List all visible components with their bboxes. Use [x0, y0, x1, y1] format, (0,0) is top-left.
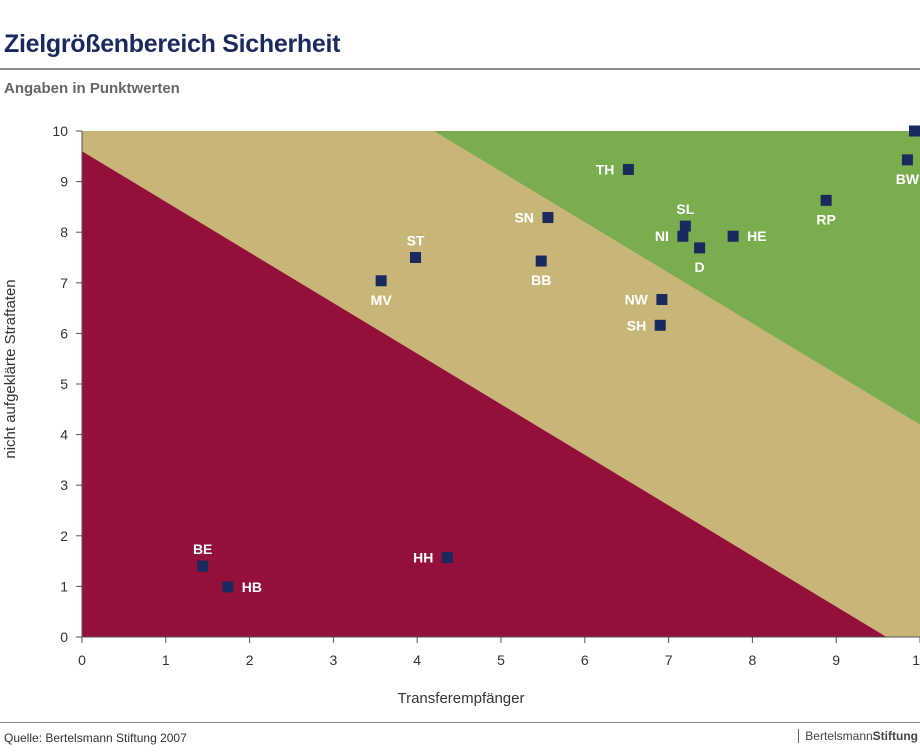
point-label-nw: NW	[625, 291, 649, 307]
x-axis-title: Transferempfänger	[397, 690, 524, 707]
point-label-ni: NI	[655, 228, 669, 244]
x-tick-label: 0	[78, 652, 86, 668]
point-marker-bw	[901, 154, 913, 166]
point-label-bw: BW	[896, 171, 920, 187]
point-marker-sn	[542, 212, 554, 224]
point-label-st: ST	[407, 233, 425, 249]
axis-titles-layer: Transferempfänger nicht aufgeklärte Straf…	[2, 279, 525, 707]
zone-green	[433, 131, 920, 425]
point-marker-rp	[820, 194, 832, 206]
point-label-bb: BB	[531, 272, 551, 288]
point-marker-sl	[679, 220, 691, 232]
point-label-sh: SH	[627, 317, 646, 333]
chart-subtitle: Angaben in Punktwerten	[4, 80, 180, 97]
y-tick-label: 3	[60, 477, 68, 493]
x-tick-label: 9	[832, 652, 840, 668]
axes-layer: 0 1 2 3 4 5 6 7 8 9 10 0 1 2 3 4 5 6 7 8 9 10	[52, 123, 920, 668]
point-marker-sh	[654, 319, 666, 331]
footer-divider	[0, 722, 920, 723]
point-marker-mv	[375, 275, 387, 287]
point-marker-he	[727, 230, 739, 242]
y-tick-label: 7	[60, 275, 68, 291]
source-note: Quelle: Bertelsmann Stiftung 2007	[4, 731, 187, 745]
x-tick-label: 5	[497, 652, 505, 668]
point-label-sn: SN	[514, 210, 533, 226]
point-label-hh: HH	[413, 550, 433, 566]
point-marker-ni	[677, 230, 689, 242]
point-label-be: BE	[193, 541, 212, 557]
y-tick-label: 9	[60, 174, 68, 190]
y-tick-label: 6	[60, 325, 68, 341]
y-tick-label: 10	[52, 123, 68, 139]
point-label-hb: HB	[242, 579, 262, 595]
x-tick-label: 8	[749, 652, 757, 668]
point-marker-d	[694, 242, 706, 254]
y-tick-label: 5	[60, 376, 68, 392]
page-title: Zielgrößenbereich Sicherheit	[4, 30, 341, 58]
y-axis-title: nicht aufgeklärte Straftaten	[2, 279, 19, 458]
y-tick-label: 4	[60, 427, 68, 443]
logo-part-2: Stiftung	[872, 729, 918, 743]
point-label-th: TH	[596, 161, 615, 177]
x-tick-label: 7	[665, 652, 673, 668]
y-tick-label: 0	[60, 629, 68, 645]
x-tick-label: 2	[246, 652, 254, 668]
x-tick-label: 6	[581, 652, 589, 668]
point-label-by: BY	[898, 106, 918, 122]
y-tick-label: 2	[60, 528, 68, 544]
x-tick-label: 3	[330, 652, 338, 668]
points-layer: BY BW TH RP SN SL NI HE D ST BB MV NW SH HH BE HB	[193, 106, 920, 595]
title-divider	[0, 68, 920, 70]
point-label-d: D	[695, 259, 705, 275]
point-marker-nw	[656, 293, 668, 305]
zone-red	[82, 151, 887, 638]
point-label-mv: MV	[371, 292, 393, 308]
point-marker-be	[197, 560, 209, 572]
point-marker-th	[622, 163, 634, 175]
point-marker-hb	[222, 581, 234, 593]
zones-layer	[82, 131, 920, 638]
point-marker-bb	[535, 255, 547, 267]
point-label-he: HE	[747, 228, 766, 244]
x-tick-label: 1	[162, 652, 170, 668]
y-tick-label: 1	[60, 578, 68, 594]
point-label-rp: RP	[816, 211, 835, 227]
point-marker-by	[909, 125, 920, 137]
x-tick-label: 10	[912, 652, 920, 668]
x-tick-label: 4	[413, 652, 421, 668]
logo-part-1: Bertelsmann	[805, 729, 873, 743]
y-tick-label: 8	[60, 224, 68, 240]
bertelsmann-logo: BertelsmannStiftung	[798, 729, 918, 743]
point-label-sl: SL	[676, 201, 694, 217]
point-marker-hh	[441, 552, 453, 564]
point-marker-st	[410, 252, 422, 263]
